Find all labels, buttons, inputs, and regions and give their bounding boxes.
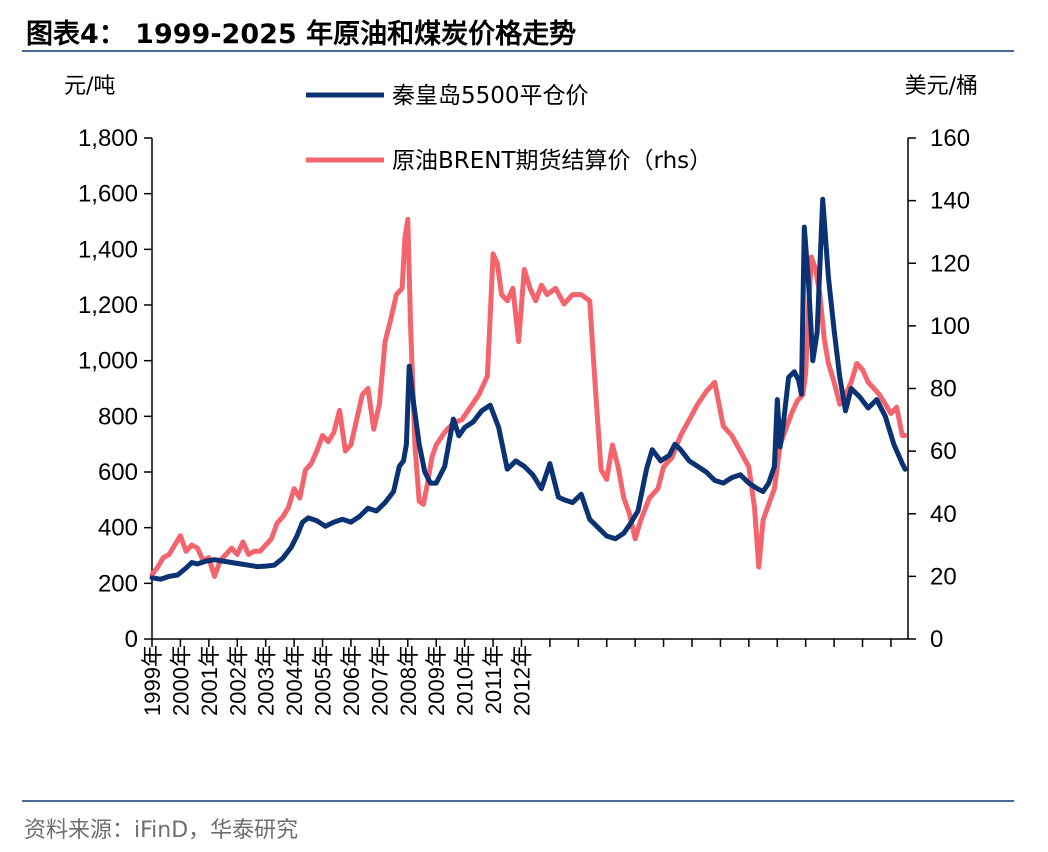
- chart-title: 图表4： 1999-2025 年原油和煤炭价格走势: [26, 19, 577, 50]
- x-axis-tick-label: 2008年: [396, 645, 421, 716]
- line-chart: 元/吨 美元/桶02004006008001,0001,2001,4001,600…: [64, 74, 978, 716]
- x-axis-tick-label: 1999年: [140, 645, 165, 716]
- x-axis-tick-label: 2000年: [168, 645, 193, 716]
- right-axis-tick-label: 60: [930, 438, 957, 465]
- right-axis-tick-label: 140: [930, 188, 970, 215]
- x-axis-tick-label: 2006年: [339, 645, 364, 716]
- left-axis-tick-label: 200: [98, 570, 138, 597]
- x-axis-tick-label: 2010年: [453, 645, 478, 716]
- coal-price-line: [149, 196, 908, 582]
- left-axis-tick-label: 1,600: [78, 181, 138, 208]
- right-axis-unit: 美元/桶: [905, 74, 978, 99]
- x-axis-tick-label: 2007年: [367, 645, 392, 716]
- left-axis-tick-label: 1,200: [78, 292, 138, 319]
- left-axis-unit: 元/吨: [64, 74, 115, 99]
- left-axis-tick-label: 1,000: [78, 348, 138, 375]
- title-divider: [22, 50, 1014, 52]
- brent-price-line: [149, 216, 908, 579]
- x-axis-tick-label: 2005年: [311, 645, 336, 716]
- right-axis-tick-label: 20: [930, 563, 957, 590]
- source-note: 资料来源：iFinD，华泰研究: [24, 818, 299, 843]
- legend-label-brent: 原油BRENT期货结算价（rhs）: [392, 148, 712, 174]
- left-axis-tick-label: 800: [98, 403, 138, 430]
- x-axis-tick-label: 2012年: [509, 645, 534, 716]
- x-axis-tick-label: 2011年: [481, 645, 506, 714]
- right-axis-tick-label: 40: [930, 501, 957, 528]
- x-axis-tick-label: 2001年: [197, 645, 222, 716]
- source-divider: [22, 800, 1014, 802]
- right-axis-tick-label: 100: [930, 313, 970, 340]
- right-axis-tick-label: 160: [930, 125, 970, 152]
- x-axis-tick-label: 2003年: [254, 645, 279, 716]
- left-axis-tick-label: 1,800: [78, 125, 138, 152]
- left-axis-tick-label: 1,400: [78, 236, 138, 263]
- legend-label-coal: 秦皇岛5500平仓价: [392, 83, 589, 109]
- right-axis-tick-label: 0: [930, 626, 943, 653]
- x-axis-tick-label: 2009年: [424, 645, 449, 716]
- right-axis-tick-label: 80: [930, 376, 957, 403]
- left-axis-tick-label: 0: [125, 626, 138, 653]
- left-axis-tick-label: 400: [98, 515, 138, 542]
- series-lines: [149, 196, 908, 582]
- axes: 元/吨 美元/桶02004006008001,0001,2001,4001,600…: [64, 74, 978, 716]
- left-axis-tick-label: 600: [98, 459, 138, 486]
- right-axis-tick-label: 120: [930, 250, 970, 277]
- x-axis-tick-label: 2002年: [225, 645, 250, 716]
- x-axis-tick-label: 2004年: [282, 645, 307, 716]
